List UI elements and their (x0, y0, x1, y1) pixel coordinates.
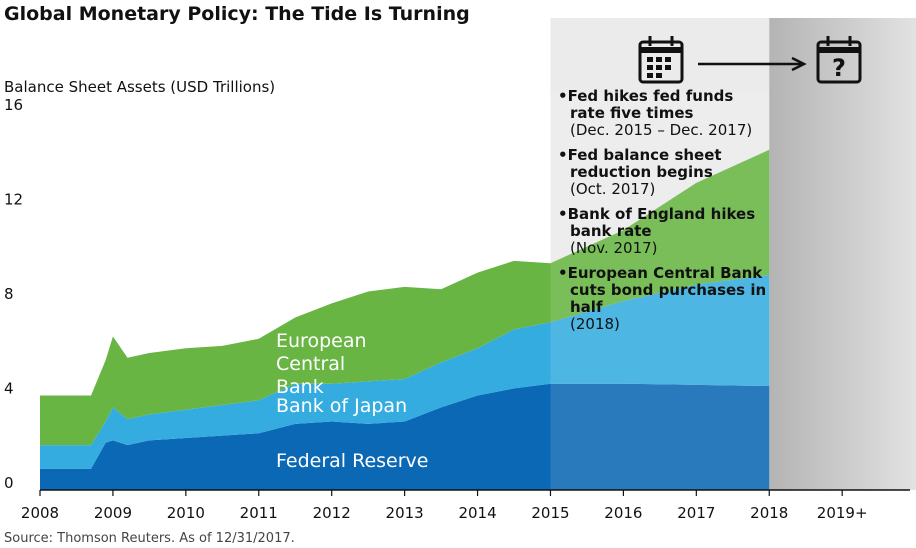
y-tick-label: 12 (4, 191, 23, 209)
x-tick-label: 2013 (386, 504, 424, 522)
x-tick-label: 2014 (458, 504, 496, 522)
y-axis-label: Balance Sheet Assets (USD Trillions) (4, 78, 275, 96)
y-tick-label: 8 (4, 285, 14, 303)
y-tick-label: 16 (4, 96, 23, 114)
area-label: Bank of Japan (276, 395, 408, 417)
x-tick-label: 2019+ (817, 504, 868, 522)
y-tick-label: 0 (4, 474, 14, 492)
x-tick-label: 2010 (167, 504, 205, 522)
annotations: Fed hikes fed funds rate five times(Dec.… (558, 88, 768, 341)
area (40, 149, 770, 446)
x-tick-label: 2011 (240, 504, 278, 522)
annotation-detail: (Dec. 2015 – Dec. 2017) (570, 121, 753, 139)
x-tick-label: 2015 (531, 504, 569, 522)
annotation-detail: (Nov. 2017) (570, 239, 658, 257)
x-tick-label: 2008 (21, 504, 59, 522)
y-tick-label: 4 (4, 380, 14, 398)
annotation: European Central Bank cuts bond purchase… (558, 265, 768, 333)
x-tick-label: 2018 (750, 504, 788, 522)
annotation: Bank of England hikes bank rate(Nov. 201… (558, 206, 768, 257)
source: Source: Thomson Reuters. As of 12/31/201… (4, 531, 295, 546)
shade-future (769, 18, 916, 490)
area-label: European Central Bank (276, 330, 367, 398)
area (40, 275, 770, 469)
annotation: Fed balance sheet reduction begins(Oct. … (558, 147, 768, 198)
x-tick-label: 2016 (604, 504, 642, 522)
x-tick-label: 2017 (677, 504, 715, 522)
arrow (698, 56, 807, 72)
annotation-detail: (2018) (570, 315, 620, 333)
calendar-question-icon: ? (816, 36, 862, 84)
annotation-headline: Fed balance sheet reduction begins (558, 147, 768, 181)
svg-text:?: ? (832, 54, 846, 82)
annotation: Fed hikes fed funds rate five times(Dec.… (558, 88, 768, 139)
annotation-headline: Fed hikes fed funds rate five times (558, 88, 768, 122)
annotation-headline: European Central Bank cuts bond purchase… (558, 265, 768, 316)
x-tick-label: 2009 (94, 504, 132, 522)
area (40, 383, 770, 490)
area-label: Federal Reserve (276, 450, 429, 472)
annotation-headline: Bank of England hikes bank rate (558, 206, 768, 240)
calendar-icon (638, 36, 684, 84)
x-tick-label: 2012 (313, 504, 351, 522)
annotation-detail: (Oct. 2017) (570, 180, 656, 198)
chart-title: Global Monetary Policy: The Tide Is Turn… (4, 3, 470, 25)
